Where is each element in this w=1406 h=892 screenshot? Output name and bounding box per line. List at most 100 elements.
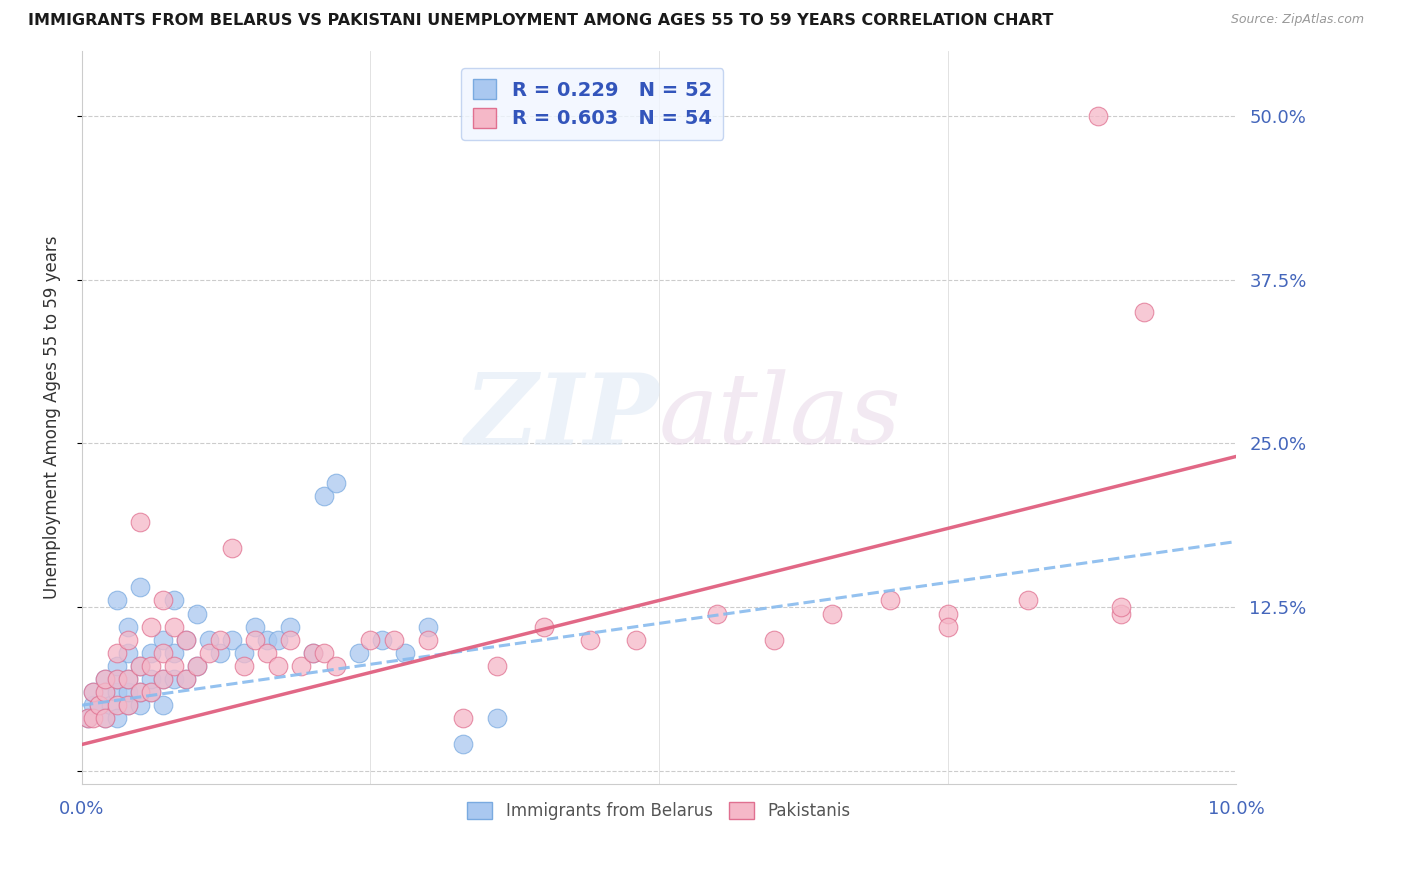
Point	[100, 698, 122, 713]
Point	[186, 659, 208, 673]
Point	[325, 475, 347, 490]
Point	[706, 607, 728, 621]
Point	[174, 672, 197, 686]
Point	[267, 632, 290, 647]
Point	[117, 698, 139, 713]
Point	[1109, 600, 1132, 615]
Point	[174, 632, 197, 647]
Point	[82, 711, 104, 725]
Point	[1017, 593, 1039, 607]
Point	[163, 672, 186, 686]
Point	[394, 646, 416, 660]
Point	[256, 632, 278, 647]
Point	[936, 620, 959, 634]
Point	[821, 607, 844, 621]
Point	[936, 607, 959, 621]
Point	[418, 620, 440, 634]
Point	[117, 632, 139, 647]
Point	[221, 541, 243, 555]
Point	[278, 632, 301, 647]
Point	[152, 632, 174, 647]
Point	[82, 698, 104, 713]
Point	[360, 632, 382, 647]
Point	[76, 711, 98, 725]
Point	[105, 672, 128, 686]
Point	[128, 698, 150, 713]
Point	[451, 738, 474, 752]
Point	[141, 685, 163, 699]
Text: atlas: atlas	[659, 369, 901, 465]
Point	[163, 620, 186, 634]
Text: ZIP: ZIP	[464, 369, 659, 466]
Point	[105, 672, 128, 686]
Point	[1109, 607, 1132, 621]
Point	[256, 646, 278, 660]
Point	[105, 646, 128, 660]
Point	[232, 659, 254, 673]
Point	[141, 620, 163, 634]
Point	[128, 685, 150, 699]
Point	[94, 685, 117, 699]
Point	[1087, 109, 1109, 123]
Point	[94, 672, 117, 686]
Point	[82, 685, 104, 699]
Point	[152, 646, 174, 660]
Point	[278, 620, 301, 634]
Point	[76, 711, 98, 725]
Point	[128, 685, 150, 699]
Point	[243, 620, 266, 634]
Point	[186, 659, 208, 673]
Point	[209, 632, 232, 647]
Point	[209, 646, 232, 660]
Point	[232, 646, 254, 660]
Point	[94, 685, 117, 699]
Point	[105, 593, 128, 607]
Point	[117, 646, 139, 660]
Point	[763, 632, 786, 647]
Point	[290, 659, 312, 673]
Point	[89, 698, 111, 713]
Point	[325, 659, 347, 673]
Point	[267, 659, 290, 673]
Legend: Immigrants from Belarus, Pakistanis: Immigrants from Belarus, Pakistanis	[461, 795, 858, 827]
Point	[128, 659, 150, 673]
Point	[186, 607, 208, 621]
Point	[486, 659, 509, 673]
Point	[163, 593, 186, 607]
Point	[624, 632, 647, 647]
Point	[152, 672, 174, 686]
Point	[879, 593, 901, 607]
Point	[141, 659, 163, 673]
Point	[371, 632, 394, 647]
Point	[117, 672, 139, 686]
Point	[163, 646, 186, 660]
Point	[105, 711, 128, 725]
Point	[243, 632, 266, 647]
Point	[94, 711, 117, 725]
Point	[301, 646, 323, 660]
Point	[486, 711, 509, 725]
Point	[94, 672, 117, 686]
Point	[94, 711, 117, 725]
Point	[128, 580, 150, 594]
Point	[152, 672, 174, 686]
Point	[533, 620, 555, 634]
Point	[152, 698, 174, 713]
Point	[314, 489, 336, 503]
Point	[314, 646, 336, 660]
Point	[117, 685, 139, 699]
Point	[301, 646, 323, 660]
Point	[141, 672, 163, 686]
Point	[141, 685, 163, 699]
Point	[382, 632, 405, 647]
Point	[174, 632, 197, 647]
Point	[174, 672, 197, 686]
Point	[152, 593, 174, 607]
Point	[141, 646, 163, 660]
Point	[117, 620, 139, 634]
Point	[105, 685, 128, 699]
Point	[578, 632, 600, 647]
Point	[128, 659, 150, 673]
Point	[347, 646, 370, 660]
Point	[163, 659, 186, 673]
